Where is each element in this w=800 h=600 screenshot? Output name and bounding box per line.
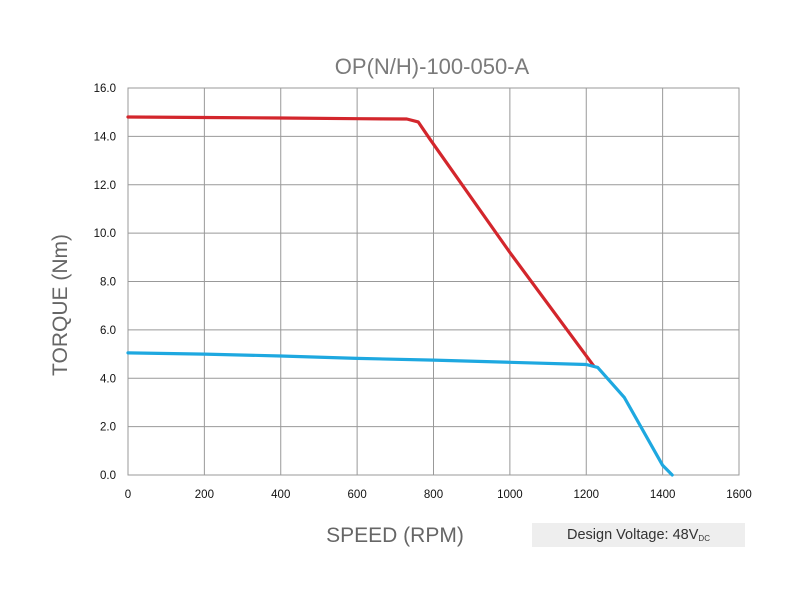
x-tick-label: 0 bbox=[125, 489, 131, 501]
y-tick-label: 6.0 bbox=[100, 325, 116, 337]
x-tick-label: 800 bbox=[424, 489, 443, 501]
y-tick-label: 2.0 bbox=[100, 422, 116, 434]
design-voltage-label: Design Voltage: 48V DC bbox=[532, 523, 745, 547]
x-tick-label: 1200 bbox=[573, 489, 599, 501]
y-tick-label: 12.0 bbox=[94, 180, 116, 192]
design-voltage-text: Design Voltage: 48V bbox=[567, 527, 699, 543]
y-tick-label: 10.0 bbox=[94, 228, 116, 240]
y-tick-label: 8.0 bbox=[100, 277, 116, 289]
x-tick-label: 1400 bbox=[650, 489, 676, 501]
x-tick-label: 600 bbox=[348, 489, 367, 501]
x-tick-label: 400 bbox=[271, 489, 290, 501]
x-tick-labels: 0 200 400 600 800 1000 1200 1400 1600 bbox=[125, 489, 752, 501]
y-axis-label: TORQUE (Nm) bbox=[49, 234, 72, 376]
chart-title: OP(N/H)-100-050-A bbox=[335, 54, 530, 79]
y-tick-label: 0.0 bbox=[100, 470, 116, 482]
design-voltage-subscript: DC bbox=[698, 533, 710, 543]
y-tick-label: 16.0 bbox=[94, 83, 116, 95]
y-tick-label: 4.0 bbox=[100, 373, 116, 385]
x-tick-label: 1600 bbox=[726, 489, 752, 501]
grid bbox=[127, 87, 740, 476]
x-tick-label: 1000 bbox=[497, 489, 523, 501]
series-line-2 bbox=[126, 351, 674, 477]
x-tick-label: 200 bbox=[195, 489, 214, 501]
series-lines bbox=[126, 115, 674, 477]
series-line-1 bbox=[126, 115, 596, 368]
y-tick-label: 14.0 bbox=[94, 131, 116, 143]
y-tick-labels: 0.0 2.0 4.0 6.0 8.0 10.0 12.0 14.0 16.0 bbox=[94, 83, 116, 482]
x-axis-label: SPEED (RPM) bbox=[326, 524, 464, 547]
